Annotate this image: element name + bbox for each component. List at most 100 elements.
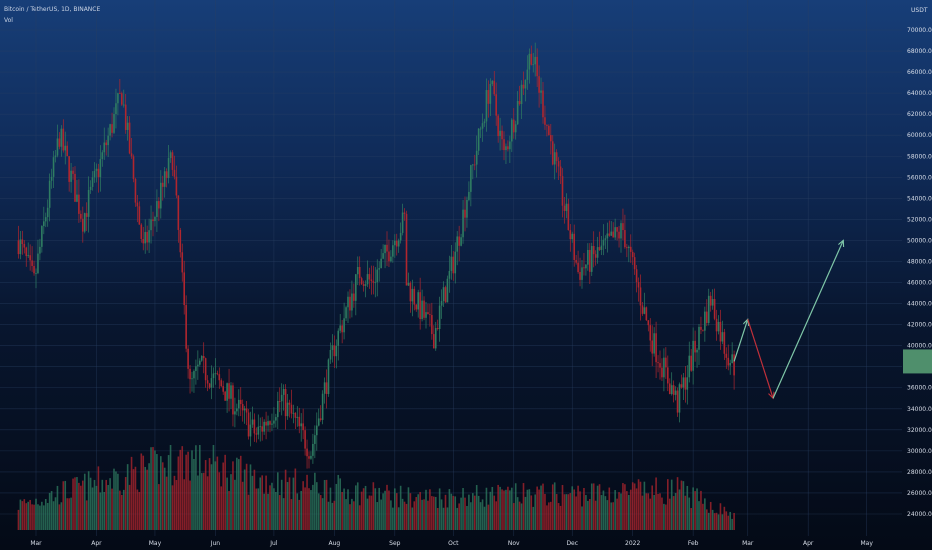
- volume-bar: [604, 496, 607, 530]
- candle-body: [466, 199, 468, 218]
- candle-body: [707, 295, 710, 323]
- volume-bar: [378, 487, 380, 530]
- candle-body: [341, 325, 343, 333]
- candle-body: [343, 318, 345, 333]
- volume-bar: [41, 501, 43, 530]
- volume-bar: [665, 504, 667, 530]
- candle-body: [121, 93, 123, 105]
- projection-arrow[interactable]: [747, 319, 773, 398]
- volume-bar: [538, 489, 540, 530]
- price-tick-label: 30000.00: [907, 448, 932, 455]
- candle-body: [386, 244, 388, 252]
- volume-bar: [626, 491, 628, 530]
- projection-arrows[interactable]: [733, 240, 843, 399]
- volume-bar: [156, 454, 158, 530]
- candle-body: [335, 345, 338, 357]
- volume-bar: [327, 501, 330, 530]
- volume-bar: [154, 450, 156, 530]
- candle-body: [384, 244, 386, 254]
- candle-body: [598, 247, 601, 250]
- volume-bar: [629, 489, 632, 530]
- volume-bar: [232, 461, 234, 530]
- candle-body: [628, 246, 630, 249]
- candle-body: [82, 218, 84, 232]
- candle-body: [713, 299, 716, 319]
- volume-bar: [667, 479, 669, 530]
- volume-bar: [382, 493, 384, 530]
- candle-body: [239, 399, 242, 405]
- symbol-title[interactable]: Bitcoin / TetherUS, 1D, BINANCE: [4, 6, 101, 13]
- volume-bar: [479, 502, 482, 530]
- candle-body: [282, 388, 285, 395]
- candle-body: [575, 260, 577, 263]
- volume-bar: [555, 494, 558, 530]
- volume-bar: [624, 484, 626, 530]
- candle-body: [419, 292, 421, 320]
- volume-bar: [290, 499, 293, 530]
- volume-bar: [353, 501, 355, 530]
- volume-bar: [91, 487, 94, 530]
- volume-bar: [579, 491, 581, 530]
- price-tick-label: 56000.00: [907, 174, 932, 181]
- volume-bar: [115, 471, 117, 530]
- candle-body: [19, 239, 22, 255]
- candle-body: [458, 236, 460, 246]
- time-tick-label: May: [149, 540, 162, 547]
- volume-label[interactable]: Vol: [4, 17, 13, 24]
- volume-bar: [25, 503, 28, 530]
- candle-body: [536, 56, 538, 77]
- candle-body: [546, 124, 548, 126]
- candle-body: [505, 146, 507, 151]
- candle-body: [530, 53, 533, 65]
- candle-body: [58, 138, 61, 147]
- candle-body: [528, 53, 531, 70]
- candle-body: [197, 364, 199, 367]
- candle-body: [202, 356, 205, 359]
- volume-bar: [148, 463, 150, 530]
- candle-body: [436, 328, 439, 330]
- candle-body: [140, 224, 143, 239]
- candle-body: [532, 64, 535, 66]
- candle-body: [243, 408, 246, 411]
- volume-bar: [337, 474, 340, 530]
- volume-bar: [319, 495, 322, 530]
- volume-bar: [101, 479, 104, 530]
- candle-body: [401, 212, 404, 233]
- candle-body: [540, 90, 542, 93]
- chart-header: Bitcoin / TetherUS, 1D, BINANCE Vol: [4, 4, 100, 26]
- volume-bar: [565, 494, 568, 530]
- time-tick-label: Sep: [389, 540, 401, 547]
- volume-bar: [136, 489, 139, 530]
- price-tick-label: 44000.00: [907, 301, 932, 308]
- candle-body: [294, 412, 297, 418]
- price-tick-label: 46000.00: [907, 280, 932, 287]
- volume-bar: [590, 483, 593, 530]
- candle-body: [306, 448, 308, 457]
- candle-body: [312, 443, 314, 456]
- candle-body: [99, 158, 102, 178]
- projection-arrow[interactable]: [733, 319, 748, 362]
- time-axis[interactable]: Mar Apr May Jun Jul Aug Sep Oct Nov Dec 2022 Feb Mar…: [30, 540, 873, 547]
- time-tick-label: May: [860, 540, 873, 547]
- volume-bar: [436, 507, 439, 530]
- candle-body: [643, 307, 646, 314]
- volume-bar: [386, 484, 388, 530]
- candle-body: [672, 385, 675, 395]
- candle-body: [56, 138, 59, 156]
- volume-bar: [546, 505, 548, 530]
- time-tick-label: Mar: [30, 540, 42, 547]
- price-axis[interactable]: USDT 70000.00 68000.00 66000.00 64000.00 620…: [907, 7, 932, 518]
- candle-body: [618, 231, 620, 239]
- volume-bar: [239, 455, 242, 530]
- volume-bar: [647, 493, 650, 530]
- volume-bar: [520, 503, 523, 530]
- volume-bar: [505, 489, 507, 530]
- volume-bar: [733, 512, 735, 530]
- time-tick-label: Feb: [688, 540, 699, 547]
- projection-arrow[interactable]: [772, 240, 843, 399]
- volume-bar: [571, 486, 574, 530]
- volume-bar: [142, 455, 145, 530]
- candle-body: [542, 90, 544, 118]
- candle-body: [70, 170, 72, 182]
